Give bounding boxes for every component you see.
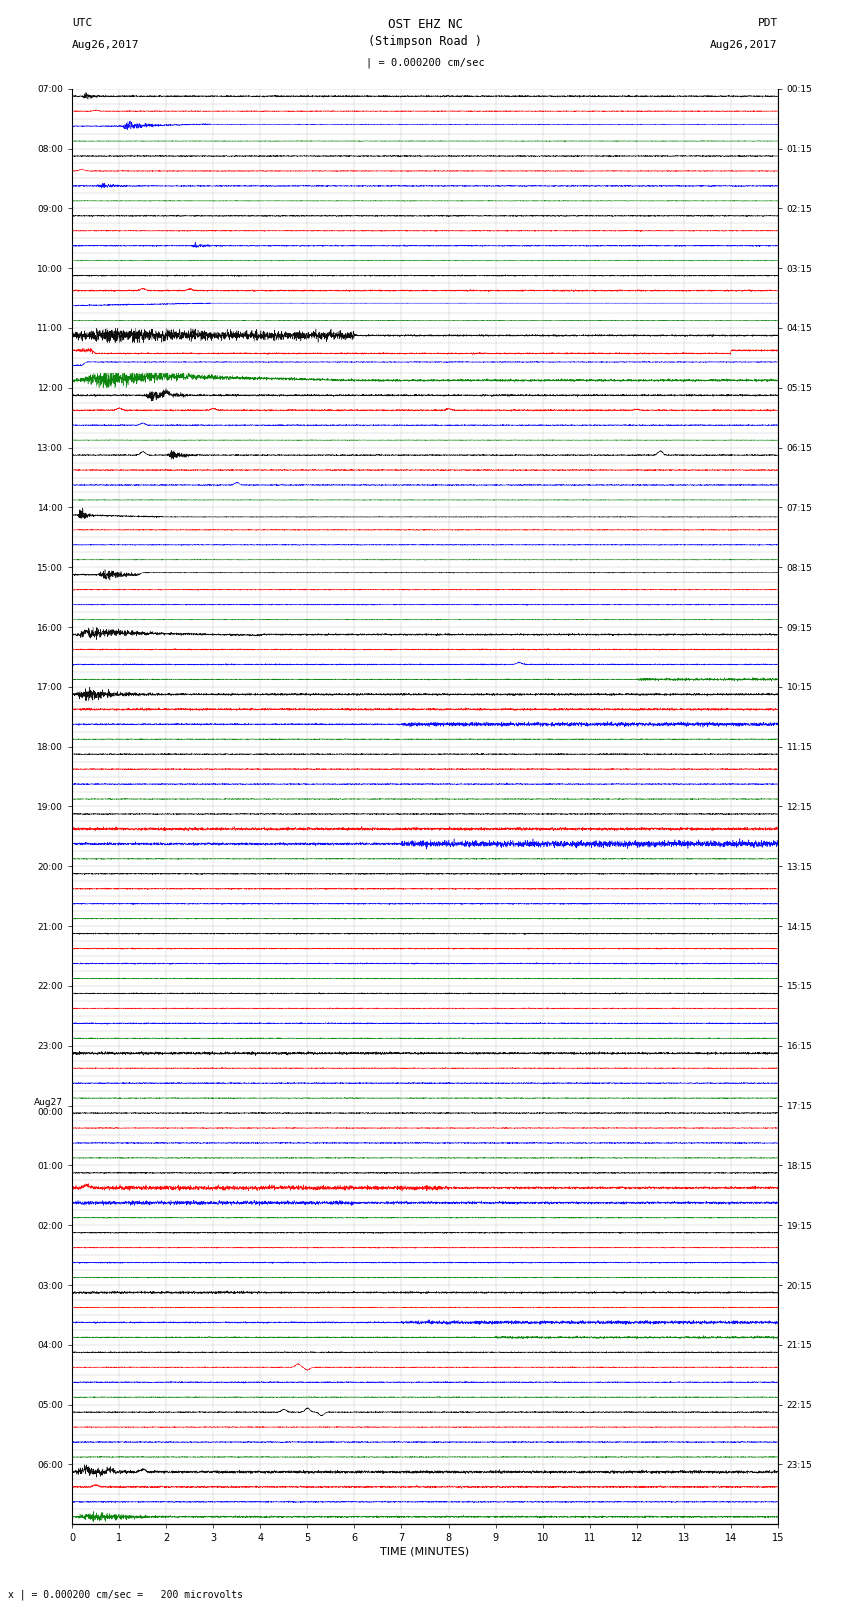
X-axis label: TIME (MINUTES): TIME (MINUTES) bbox=[381, 1547, 469, 1557]
Text: Aug26,2017: Aug26,2017 bbox=[72, 40, 139, 50]
Text: (Stimpson Road ): (Stimpson Road ) bbox=[368, 35, 482, 48]
Text: | = 0.000200 cm/sec: | = 0.000200 cm/sec bbox=[366, 58, 484, 68]
Text: OST EHZ NC: OST EHZ NC bbox=[388, 18, 462, 31]
Text: Aug26,2017: Aug26,2017 bbox=[711, 40, 778, 50]
Text: PDT: PDT bbox=[757, 18, 778, 27]
Text: UTC: UTC bbox=[72, 18, 93, 27]
Text: x | = 0.000200 cm/sec =   200 microvolts: x | = 0.000200 cm/sec = 200 microvolts bbox=[8, 1589, 243, 1600]
